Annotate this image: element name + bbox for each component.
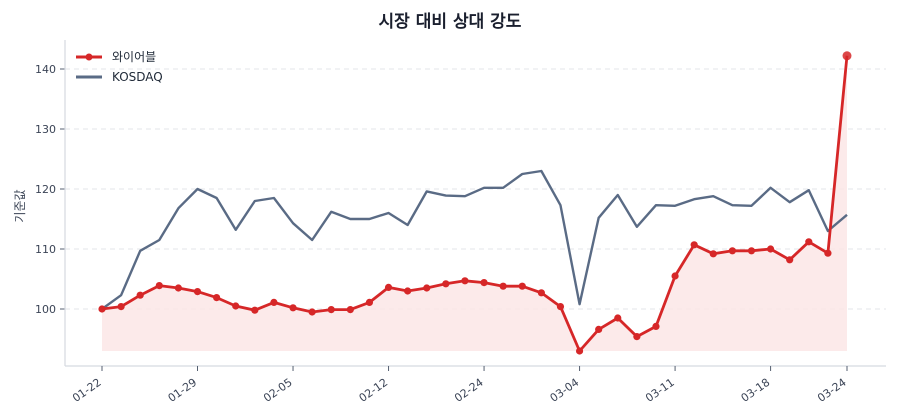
data-point bbox=[98, 305, 106, 313]
data-point bbox=[652, 322, 660, 330]
area-fill bbox=[102, 55, 847, 352]
data-point bbox=[155, 282, 163, 290]
y-tick-label: 140 bbox=[35, 63, 56, 76]
data-point bbox=[728, 247, 736, 255]
x-tick-label: 03-24 bbox=[815, 376, 849, 405]
series-line-wireable bbox=[101, 55, 849, 353]
data-point bbox=[384, 283, 393, 291]
data-point bbox=[518, 282, 526, 290]
data-point bbox=[404, 287, 412, 295]
legend-item-wireable[interactable]: 와이어블 bbox=[76, 50, 156, 64]
data-point bbox=[346, 306, 354, 314]
x-tick-label: 02-24 bbox=[452, 376, 486, 405]
x-tick-label: 03-04 bbox=[548, 376, 582, 405]
data-point bbox=[308, 308, 316, 316]
data-point bbox=[327, 306, 335, 314]
data-point bbox=[575, 347, 584, 355]
data-point bbox=[213, 294, 221, 302]
data-point bbox=[805, 238, 813, 246]
data-point bbox=[442, 280, 450, 288]
x-tick-label: 02-05 bbox=[261, 376, 295, 405]
data-point bbox=[633, 333, 641, 341]
x-tick-label: 01-22 bbox=[70, 376, 104, 405]
data-point bbox=[136, 291, 144, 299]
data-point bbox=[251, 306, 259, 314]
data-point bbox=[174, 284, 183, 292]
data-point bbox=[365, 298, 374, 306]
data-point bbox=[232, 302, 240, 310]
y-tick-label: 100 bbox=[35, 303, 56, 316]
y-tick-label: 120 bbox=[35, 183, 56, 196]
data-point bbox=[499, 282, 507, 290]
legend-item-kosdaq[interactable]: KOSDAQ bbox=[76, 70, 163, 84]
data-point bbox=[556, 303, 565, 311]
data-point bbox=[423, 284, 431, 292]
data-point bbox=[824, 249, 832, 257]
x-tick-label: 03-11 bbox=[643, 376, 677, 405]
chart-title: 시장 대비 상대 강도 bbox=[379, 12, 522, 32]
legend: 와이어블 KOSDAQ bbox=[76, 50, 163, 84]
data-point bbox=[690, 241, 698, 249]
data-point bbox=[766, 245, 775, 253]
data-point bbox=[614, 314, 622, 322]
data-point bbox=[289, 304, 297, 312]
data-point bbox=[117, 303, 125, 311]
series-area-fill bbox=[102, 55, 847, 352]
y-axis-label: 기준값 bbox=[13, 189, 27, 222]
data-point bbox=[842, 51, 852, 61]
data-point bbox=[461, 277, 469, 285]
x-tick-label: 01-29 bbox=[166, 376, 200, 405]
series-lines bbox=[98, 51, 852, 355]
data-point bbox=[786, 256, 794, 264]
x-tick-label: 02-12 bbox=[357, 376, 391, 405]
data-point bbox=[709, 250, 717, 258]
y-tick-label: 110 bbox=[35, 243, 56, 256]
data-point bbox=[270, 298, 278, 306]
legend-label-kosdaq: KOSDAQ bbox=[112, 70, 163, 84]
series-line-kosdaq bbox=[101, 169, 848, 310]
data-point bbox=[671, 272, 679, 280]
y-tick-label: 130 bbox=[35, 123, 56, 136]
data-point bbox=[747, 247, 756, 255]
x-tick-label: 03-18 bbox=[739, 376, 773, 405]
data-point bbox=[480, 279, 488, 287]
data-point bbox=[595, 325, 603, 333]
legend-marker-icon bbox=[85, 53, 93, 61]
legend-label-wireable: 와이어블 bbox=[112, 50, 156, 64]
data-point bbox=[193, 288, 202, 296]
data-point bbox=[537, 289, 545, 297]
